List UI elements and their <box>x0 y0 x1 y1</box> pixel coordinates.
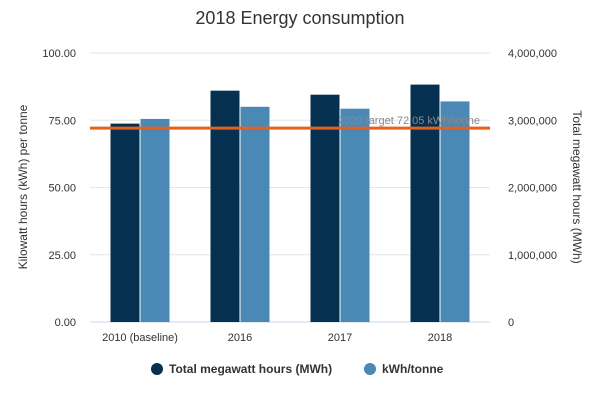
target-line-label: 2020 target 72.05 kWh/tonne <box>338 115 480 127</box>
chart-title: 2018 Energy consumption <box>195 8 404 28</box>
right-tick-label: 2,000,000 <box>508 183 557 195</box>
legend-label[interactable]: Total megawatt hours (MWh) <box>169 362 332 376</box>
right-tick-label: 1,000,000 <box>508 250 557 262</box>
x-tick-label: 2018 <box>428 332 452 344</box>
left-tick-label: 25.00 <box>48 250 76 262</box>
legend-marker[interactable] <box>151 363 163 375</box>
right-tick-label: 3,000,000 <box>508 115 557 127</box>
legend[interactable]: Total megawatt hours (MWh) kWh/tonne <box>151 362 444 376</box>
left-tick-label: 0.00 <box>55 317 76 329</box>
bar-kwh-per-tonne[interactable] <box>240 106 270 322</box>
bar-total-mwh[interactable] <box>410 84 440 322</box>
target-line-group: 2020 target 72.05 kWh/tonne <box>90 115 490 130</box>
right-tick-label: 4,000,000 <box>508 48 557 60</box>
bar-kwh-per-tonne[interactable] <box>140 118 170 322</box>
right-tick-label: 0 <box>508 317 514 329</box>
left-tick-label: 100.00 <box>42 48 76 60</box>
bar-total-mwh[interactable] <box>310 94 340 322</box>
legend-marker[interactable] <box>364 363 376 375</box>
bar-total-mwh[interactable] <box>210 90 240 322</box>
bar-kwh-per-tonne[interactable] <box>340 108 370 322</box>
right-axis-ticks: 0 1,000,000 2,000,000 3,000,000 4,000,000 <box>508 48 557 329</box>
x-tick-label: 2010 (baseline) <box>102 332 178 344</box>
bar-total-mwh[interactable] <box>110 123 140 322</box>
right-axis-title: Total megawatt hours (MWh) <box>570 110 584 263</box>
left-tick-label: 50.00 <box>48 183 76 195</box>
x-tick-label: 2017 <box>328 332 352 344</box>
x-tick-label: 2016 <box>228 332 252 344</box>
left-axis-title: Kilowatt hours (kWh) per tonne <box>16 104 30 269</box>
legend-label[interactable]: kWh/tonne <box>382 362 444 376</box>
left-axis-ticks: 0.00 25.00 50.00 75.00 100.00 <box>42 48 76 329</box>
left-tick-label: 75.00 <box>48 115 76 127</box>
x-axis-labels: 2010 (baseline) 2016 2017 2018 <box>102 332 452 344</box>
bar-kwh-per-tonne[interactable] <box>440 101 470 322</box>
